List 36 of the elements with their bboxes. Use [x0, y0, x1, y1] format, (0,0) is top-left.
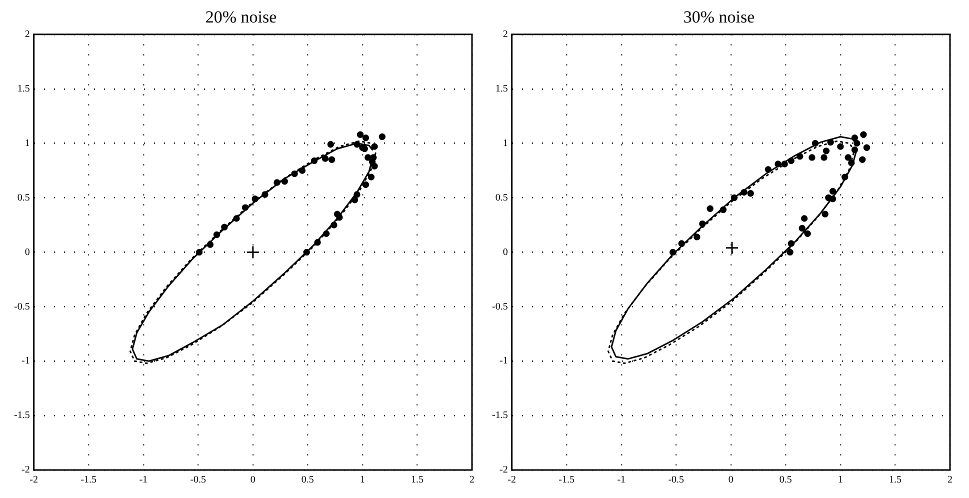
- x-tick-label: 0: [250, 474, 256, 486]
- x-tick-label: -1: [139, 474, 148, 486]
- y-tick-label: 1.5: [495, 83, 508, 94]
- x-tick-label: 0.5: [779, 474, 792, 486]
- y-tick-label: -1.5: [492, 410, 508, 422]
- x-tick-label: -1: [617, 474, 626, 486]
- y-tick-label: -0.5: [492, 301, 508, 312]
- y-tick-label: -1: [21, 356, 30, 367]
- x-tick-label: -1.5: [558, 474, 575, 486]
- x-tick-label: 1.5: [888, 474, 902, 486]
- x-tick-label: -0.5: [190, 474, 206, 486]
- chart-title: 30% noise: [683, 8, 755, 27]
- x-tick-label: 2: [470, 474, 474, 486]
- y-tick-label: -1: [499, 356, 508, 367]
- y-tick-label: -1.5: [14, 410, 30, 422]
- y-tick-label: -0.5: [14, 301, 30, 312]
- x-tick-label: 0: [728, 474, 734, 486]
- x-tick-label: 1: [838, 474, 843, 486]
- y-tick-label: 0: [24, 246, 30, 258]
- y-tick-label: 0.5: [17, 192, 30, 204]
- chart-title: 20% noise: [205, 8, 277, 27]
- x-tick-label: 0.5: [301, 474, 314, 486]
- y-tick-label: -2: [21, 464, 30, 476]
- x-tick-label: 2: [948, 474, 952, 486]
- y-tick-label: 1: [502, 138, 508, 149]
- y-tick-label: 2: [24, 29, 30, 40]
- x-tick-label: 1.5: [410, 474, 424, 486]
- x-tick-label: -1.5: [80, 474, 97, 486]
- y-tick-label: 0.5: [495, 192, 508, 204]
- x-tick-label: 1: [360, 474, 365, 486]
- y-tick-label: -2: [499, 464, 508, 476]
- y-tick-label: 1: [24, 138, 30, 149]
- y-tick-label: 1.5: [17, 83, 30, 94]
- y-tick-label: 0: [502, 246, 508, 258]
- y-tick-label: 2: [502, 29, 508, 40]
- x-tick-label: -0.5: [668, 474, 684, 486]
